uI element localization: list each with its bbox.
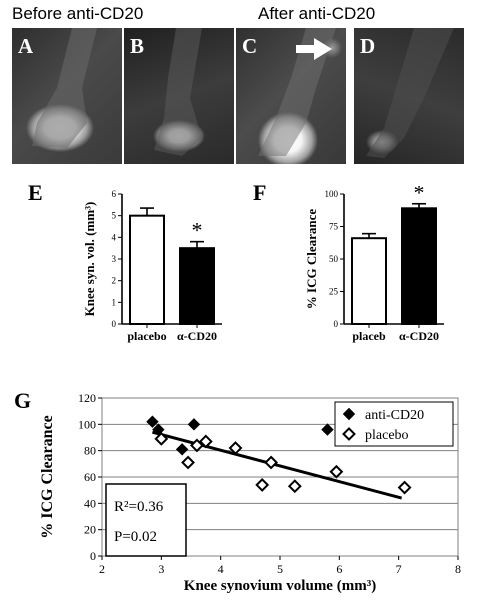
y-tick-label: 60 [84, 470, 96, 484]
panel-label-g: G [14, 388, 32, 413]
legend-label: anti-CD20 [365, 408, 424, 423]
placebo-point [264, 455, 279, 470]
limb-silhouette-d [366, 28, 454, 158]
bar [129, 214, 165, 326]
limb-silhouette-a [32, 28, 97, 148]
panel-label-d: D [360, 34, 376, 58]
panel-label-b: B [130, 34, 145, 58]
panel-label-a: A [18, 34, 34, 58]
r-squared-label: R²=0.36 [114, 499, 164, 515]
panel-label-c: C [242, 34, 258, 58]
significance-star: * [414, 186, 425, 205]
header-before: Before anti-CD20 [12, 4, 144, 23]
anti-cd20-point [146, 415, 159, 428]
legend-marker-anti-cd20 [342, 407, 356, 421]
placebo-point [190, 438, 204, 453]
y-tick-label: 3 [112, 254, 117, 264]
legend: anti-CD20 placebo [334, 401, 454, 447]
bar [351, 237, 387, 326]
y-tick-label: 75 [329, 222, 339, 232]
y-tick-label: 4 [112, 232, 117, 242]
y-tick-label: 6 [112, 189, 117, 199]
y-tick-label: 100 [325, 189, 339, 199]
x-tick-label: placeb [352, 329, 386, 343]
scatter-chart-g: 0 20 40 60 80 100 120 2 3 4 5 6 7 8 anti-CD20 placebo R²… [39, 391, 461, 594]
y-tick-label: 1 [112, 297, 117, 307]
x-tick-label: 2 [99, 562, 105, 576]
placebo-point [255, 477, 270, 492]
x-tick-label: 4 [218, 562, 224, 576]
y-tick-label: 20 [84, 523, 96, 537]
bar [179, 247, 215, 326]
anti-cd20-point [321, 423, 334, 436]
y-axis-label: % ICG Clearance [39, 415, 56, 539]
legend-marker-placebo [342, 427, 356, 441]
y-tick-label: 5 [112, 211, 117, 221]
y-tick-label: 40 [84, 496, 96, 510]
y-tick-label: 120 [78, 391, 96, 405]
y-tick-label: 0 [334, 319, 339, 329]
image-panel-b: B [124, 28, 234, 164]
bar-chart-e: 0 1 2 3 4 5 6 placebo α-CD20 * Knee syn. vol. (mm³… [82, 189, 222, 343]
y-tick-label: 0 [90, 549, 96, 563]
x-tick-label: 5 [277, 562, 283, 576]
image-panel-a: A [12, 28, 122, 164]
x-tick-label: 6 [336, 562, 342, 576]
x-tick-label: 3 [158, 562, 164, 576]
p-value-label: P=0.02 [114, 529, 157, 545]
limb-silhouette-c [258, 28, 336, 156]
significance-star: * [192, 218, 203, 243]
limb-silhouette-b [154, 28, 202, 156]
y-axis-label: Knee syn. vol. (mm³) [82, 202, 97, 317]
header-after: After anti-CD20 [258, 4, 376, 23]
y-tick-label: 100 [78, 417, 96, 431]
panel-label-e: E [28, 180, 43, 205]
stats-box-frame [105, 483, 187, 557]
x-tick-label: α-CD20 [399, 329, 439, 343]
image-panel-d: D [354, 28, 464, 164]
stats-box: R²=0.36 P=0.02 [105, 483, 187, 557]
placebo-point [287, 479, 302, 494]
anti-cd20-point [175, 443, 189, 456]
placebo-point [198, 434, 213, 449]
bar-chart-f: 0 25 50 75 100 placeb α-CD20 * % ICG Clearance [304, 186, 444, 343]
placebo-point [329, 464, 344, 479]
placebo-point [181, 455, 195, 470]
y-axis-label: % ICG Clearance [304, 209, 319, 310]
placebo-point [154, 431, 169, 446]
image-panel-c: C [236, 28, 346, 164]
panel-label-f: F [253, 180, 267, 205]
placebo-point [397, 480, 412, 495]
y-tick-label: 2 [112, 276, 117, 286]
x-axis-label: Knee synovium volume (mm³) [184, 578, 376, 594]
y-tick-label: 80 [84, 444, 96, 458]
y-tick-label: 50 [329, 254, 339, 264]
bar [401, 207, 437, 325]
placebo-point [228, 441, 243, 455]
legend-label: placebo [365, 428, 409, 443]
x-tick-label: α-CD20 [177, 329, 217, 343]
x-tick-label: placebo [127, 329, 166, 343]
x-tick-label: 7 [396, 562, 402, 576]
anti-cd20-point [187, 418, 201, 431]
y-tick-label: 0 [112, 319, 117, 329]
arrow-right-icon [296, 38, 332, 60]
x-tick-label: 8 [455, 562, 461, 576]
y-tick-label: 25 [329, 287, 339, 297]
legend-box [334, 401, 454, 447]
